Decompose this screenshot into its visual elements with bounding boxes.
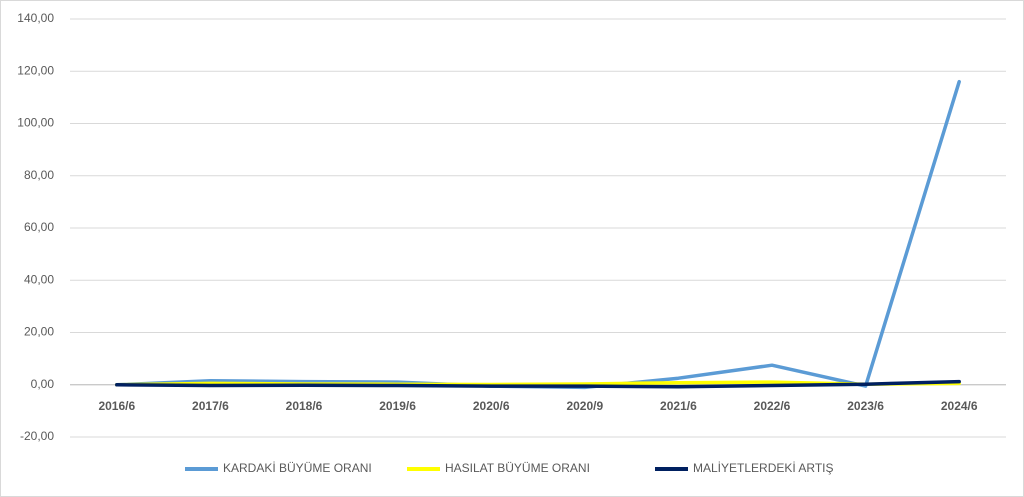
y-tick-label: 140,00 (17, 11, 54, 25)
x-tick-label: 2016/6 (98, 399, 135, 413)
x-tick-label: 2021/6 (660, 399, 697, 413)
x-tick-label: 2018/6 (286, 399, 323, 413)
x-tick-label: 2022/6 (754, 399, 791, 413)
legend-label: HASILAT BÜYÜME ORANI (445, 461, 590, 475)
x-tick-label: 2023/6 (847, 399, 884, 413)
y-tick-label: 100,00 (17, 116, 54, 130)
legend-label: KARDAKİ BÜYÜME ORANI (223, 461, 372, 475)
x-tick-label: 2020/6 (473, 399, 510, 413)
y-tick-label: 0,00 (31, 377, 55, 391)
legend-label: MALİYETLERDEKİ ARTIŞ (693, 461, 834, 475)
y-tick-label: 80,00 (24, 168, 54, 182)
series-line (115, 379, 961, 389)
x-tick-label: 2019/6 (379, 399, 416, 413)
x-tick-label: 2024/6 (941, 399, 978, 413)
y-tick-label: -20,00 (20, 429, 54, 443)
y-tick-label: 40,00 (24, 272, 54, 286)
x-tick-label: 2020/9 (566, 399, 603, 413)
x-tick-label: 2017/6 (192, 399, 229, 413)
y-tick-label: 120,00 (17, 63, 54, 77)
y-tick-label: 20,00 (24, 325, 54, 339)
y-tick-label: 60,00 (24, 220, 54, 234)
